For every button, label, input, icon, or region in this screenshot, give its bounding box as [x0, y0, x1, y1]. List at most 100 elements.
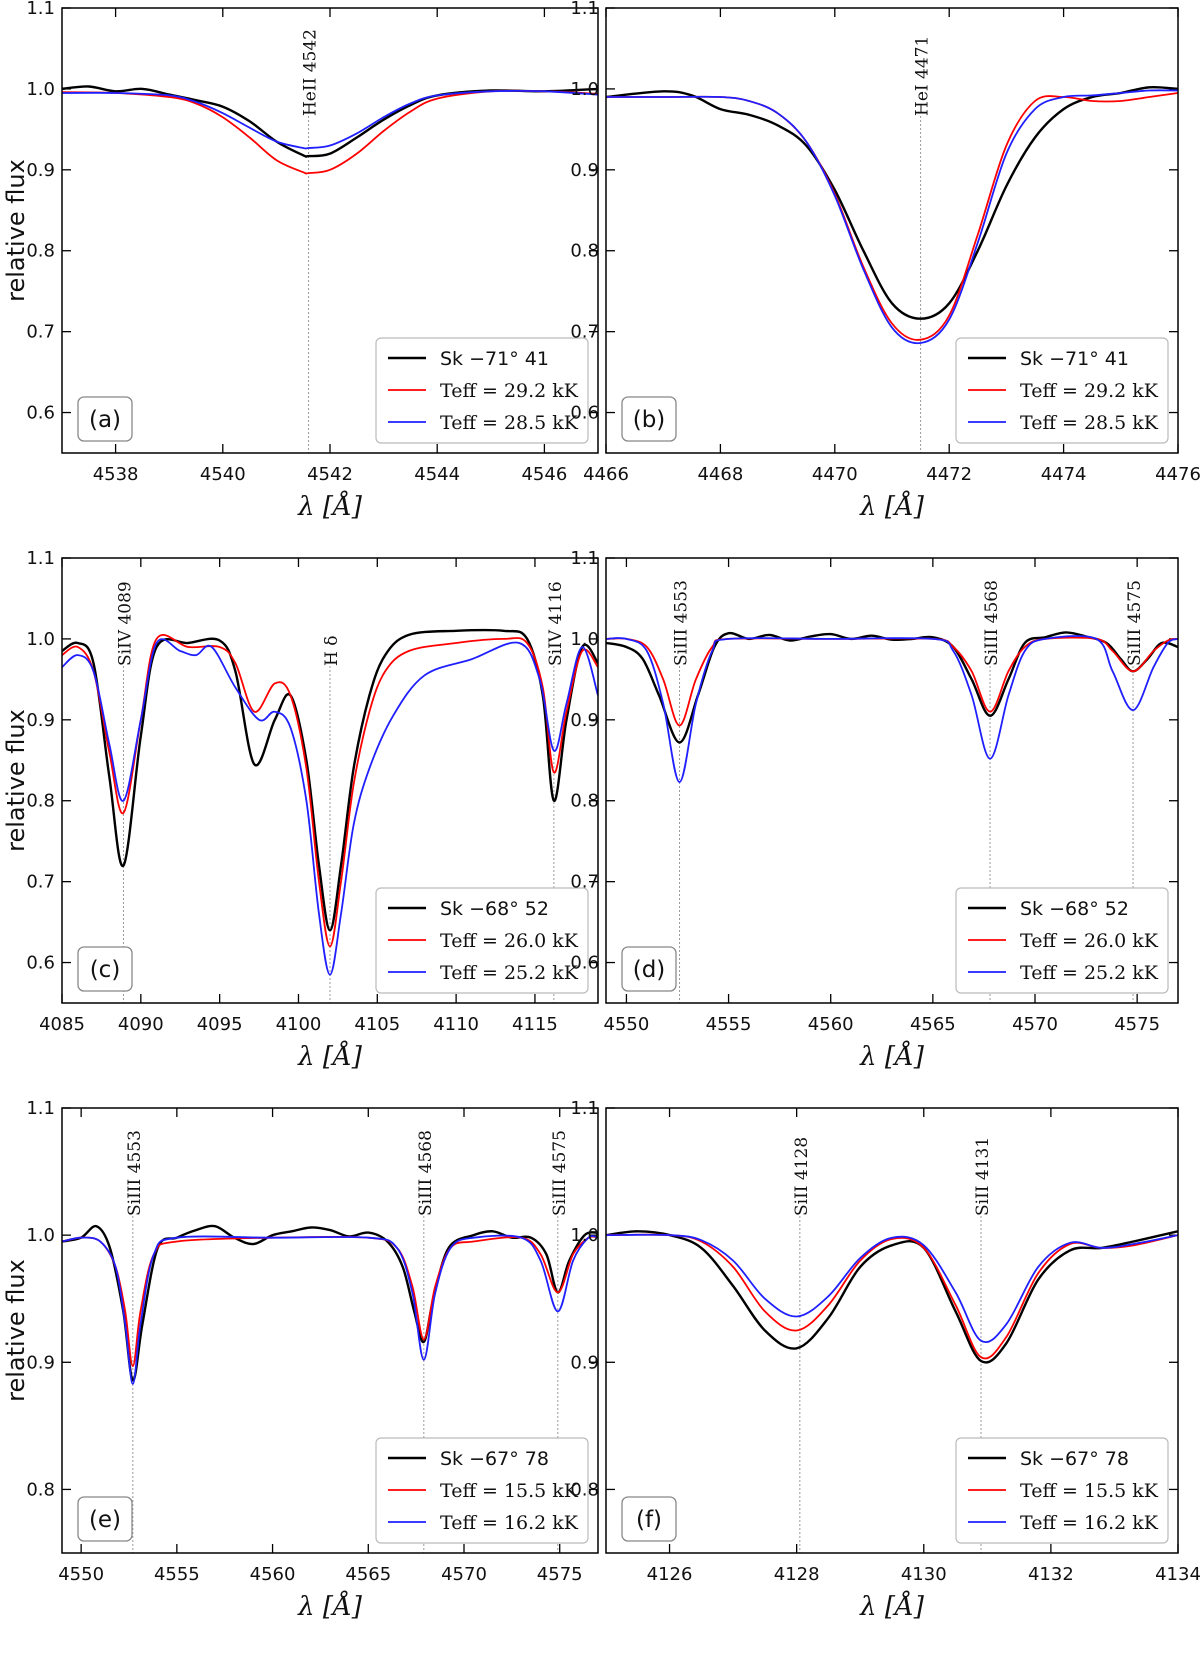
model-spectrum-line [606, 1233, 1178, 1360]
y-tick-label: 0.9 [570, 1352, 599, 1373]
y-tick-label: 0.8 [570, 1479, 599, 1500]
model-spectrum-line [606, 635, 1178, 784]
y-tick-label: 0.7 [26, 872, 55, 893]
panel-label-box [77, 946, 133, 992]
x-axis-label: λ [Å] [297, 490, 363, 522]
y-tick-label: 1.1 [570, 1098, 599, 1119]
panel-label: (f) [636, 1507, 662, 1533]
panel-e: 4550 4555 4560 4565 4570 4575 0.8 0.9 1.0 1.1 λ [Å… [2, 1098, 599, 1622]
y-tick-label: 0.8 [570, 241, 599, 262]
model-spectrum-line [62, 89, 598, 175]
legend-box [955, 887, 1169, 994]
y-tick-label: 1.0 [570, 1225, 599, 1246]
plot-area [62, 85, 598, 453]
panel-label-box [77, 1496, 133, 1542]
x-tick-label: 4126 [647, 1564, 693, 1585]
x-tick-label: 4090 [118, 1014, 164, 1035]
x-tick-label: 4134 [1155, 1564, 1200, 1585]
legend-entry: Teff = 25.2 kK [440, 962, 579, 984]
y-tick-label: 0.9 [570, 710, 599, 731]
y-tick-label: 1.1 [570, 0, 599, 19]
plot-frame [605, 1107, 1179, 1554]
x-tick-label: 4472 [926, 464, 972, 485]
y-tick-label: 1.0 [26, 629, 55, 650]
plot-area [606, 85, 1178, 453]
model-spectrum-line [62, 634, 598, 948]
legend-entry: Sk −68° 52 [440, 898, 549, 920]
line-label: SiIII 4568 [416, 1130, 436, 1216]
x-tick-label: 4544 [414, 464, 460, 485]
y-tick-label: 1.0 [570, 79, 599, 100]
x-axis-label: λ [Å] [297, 1590, 363, 1622]
line-label: HeII 4542 [301, 29, 321, 116]
y-tick-label: 1.0 [26, 1225, 55, 1246]
y-tick-label: 1.1 [26, 548, 55, 569]
line-label: HeI 4471 [913, 36, 933, 116]
x-tick-label: 4542 [307, 464, 353, 485]
x-axis-label: λ [Å] [859, 1590, 925, 1622]
x-tick-label: 4085 [39, 1014, 85, 1035]
line-label: SiIII 4553 [672, 580, 692, 666]
x-axis-label: λ [Å] [859, 490, 925, 522]
model-spectrum-line [62, 638, 598, 976]
plot-frame [61, 557, 599, 1004]
plot-area [62, 628, 598, 1003]
x-tick-label: 4560 [808, 1014, 854, 1035]
y-tick-label: 0.7 [26, 322, 55, 343]
model-spectrum-line [606, 89, 1178, 345]
x-tick-label: 4474 [1041, 464, 1087, 485]
legend-entry: Sk −71° 41 [1020, 348, 1129, 370]
y-axis-label: relative flux [2, 1259, 30, 1402]
observed-spectrum-line [606, 85, 1178, 320]
y-axis-label: relative flux [2, 709, 30, 852]
y-tick-label: 0.6 [26, 403, 55, 424]
model-spectrum-line [606, 636, 1178, 727]
line-label: SiIII 4575 [550, 1130, 570, 1216]
model-spectrum-line [62, 1234, 598, 1385]
legend-entry: Teff = 29.2 kK [1020, 380, 1159, 402]
legend-entry: Teff = 16.2 kK [1020, 1512, 1159, 1534]
y-tick-label: 0.6 [26, 953, 55, 974]
panel-label: (e) [89, 1507, 121, 1533]
x-axis-label: λ [Å] [297, 1040, 363, 1072]
x-tick-label: 4466 [583, 464, 629, 485]
legend-box [955, 1437, 1169, 1544]
x-tick-label: 4130 [901, 1564, 947, 1585]
x-tick-label: 4132 [1028, 1564, 1074, 1585]
model-spectrum-line [62, 1235, 598, 1368]
legend-entry: Teff = 25.2 kK [1020, 962, 1159, 984]
y-tick-label: 0.6 [570, 403, 599, 424]
y-tick-label: 0.8 [26, 241, 55, 262]
y-tick-label: 0.8 [570, 791, 599, 812]
panel-label-box [77, 396, 133, 442]
y-tick-label: 0.6 [570, 953, 599, 974]
x-tick-label: 4540 [200, 464, 246, 485]
y-tick-label: 1.0 [570, 629, 599, 650]
x-tick-label: 4555 [154, 1564, 200, 1585]
panel-b: 4466 4468 4470 4472 4474 4476 0.6 0.7 0.8 0.9 1.0 1… [570, 0, 1200, 522]
y-axis-label: relative flux [2, 159, 30, 302]
legend-box [375, 1437, 589, 1544]
y-tick-label: 0.7 [570, 322, 599, 343]
plot-frame [605, 557, 1179, 1004]
x-tick-label: 4575 [1114, 1014, 1160, 1035]
line-label: SiIII 4568 [982, 580, 1002, 666]
legend-entry: Sk −67° 78 [440, 1448, 549, 1470]
panel-a: 4538 4540 4542 4544 4546 0.6 0.7 0.8 0.9 1.0 1.1 λ … [2, 0, 599, 522]
legend-entry: Teff = 15.5 kK [440, 1480, 579, 1502]
panel-label: (b) [633, 407, 666, 433]
legend-entry: Teff = 26.0 kK [1020, 930, 1159, 952]
panel-label-box [621, 396, 677, 442]
line-label: SiIV 4089 [115, 581, 135, 666]
x-tick-label: 4565 [345, 1564, 391, 1585]
legend-entry: Sk −67° 78 [1020, 1448, 1129, 1470]
plot-area [606, 631, 1178, 1003]
line-label: SiIII 4553 [125, 1130, 145, 1216]
legend-entry: Teff = 28.5 kK [1020, 412, 1159, 434]
x-tick-label: 4476 [1155, 464, 1200, 485]
legend-entry: Sk −68° 52 [1020, 898, 1129, 920]
y-tick-label: 0.9 [570, 160, 599, 181]
legend-entry: Teff = 29.2 kK [440, 380, 579, 402]
legend-box [955, 337, 1169, 444]
model-spectrum-line [606, 1233, 1178, 1343]
